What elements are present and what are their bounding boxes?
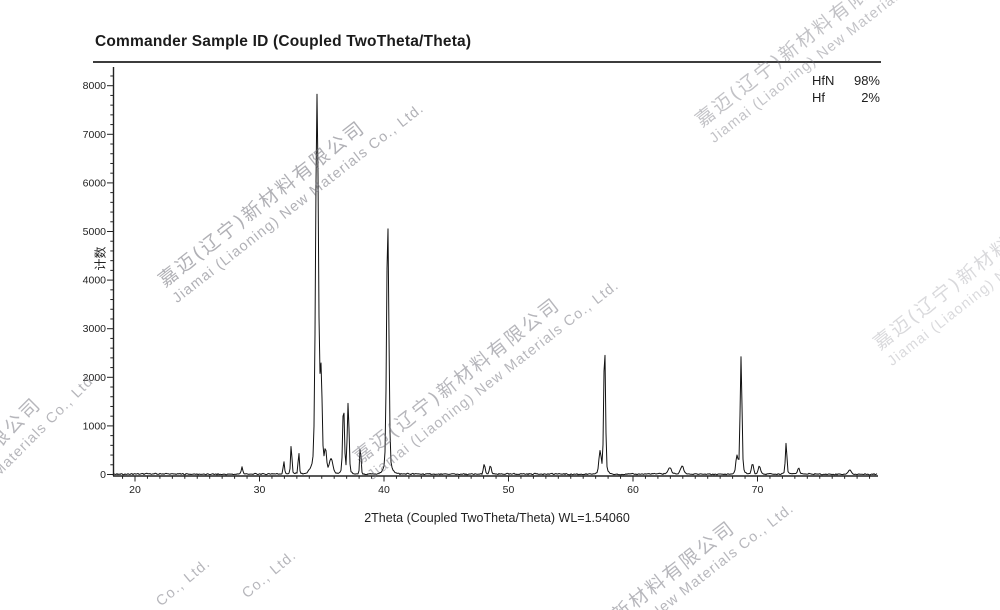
x-tick-label: 50 [503, 484, 515, 496]
phase-legend: HfN 98% Hf 2% [812, 72, 880, 106]
y-tick-label: 5000 [83, 226, 107, 238]
report-title: Commander Sample ID (Coupled TwoTheta/Th… [95, 33, 472, 50]
legend-phase-name: Hf [812, 90, 825, 105]
y-tick-label: 7000 [83, 129, 107, 141]
y-tick-label: 1000 [83, 420, 107, 432]
legend-phase-name: HfN [812, 73, 835, 88]
y-tick-label: 2000 [83, 372, 107, 384]
y-tick-label: 8000 [83, 80, 107, 92]
y-axis-title: 计数 [93, 246, 108, 271]
x-tick-label: 60 [627, 484, 639, 496]
y-tick-label: 6000 [83, 177, 107, 189]
legend-phase-fraction: 2% [861, 90, 880, 105]
x-tick-label: 30 [254, 484, 266, 496]
x-axis-title: 2Theta (Coupled TwoTheta/Theta) WL=1.540… [364, 511, 630, 525]
legend-phase-fraction: 98% [853, 73, 880, 88]
x-tick-label: 40 [378, 484, 390, 496]
title-underline [93, 61, 881, 63]
xrd-trace [113, 93, 878, 476]
legend-item-hf: Hf 2% [812, 89, 880, 106]
x-tick-label: 70 [752, 484, 764, 496]
legend-item-hfn: HfN 98% [812, 72, 880, 89]
y-tick-label: 3000 [83, 323, 107, 335]
y-tick-label: 4000 [83, 275, 107, 287]
y-tick-label: 0 [100, 469, 106, 481]
x-tick-label: 20 [129, 484, 141, 496]
